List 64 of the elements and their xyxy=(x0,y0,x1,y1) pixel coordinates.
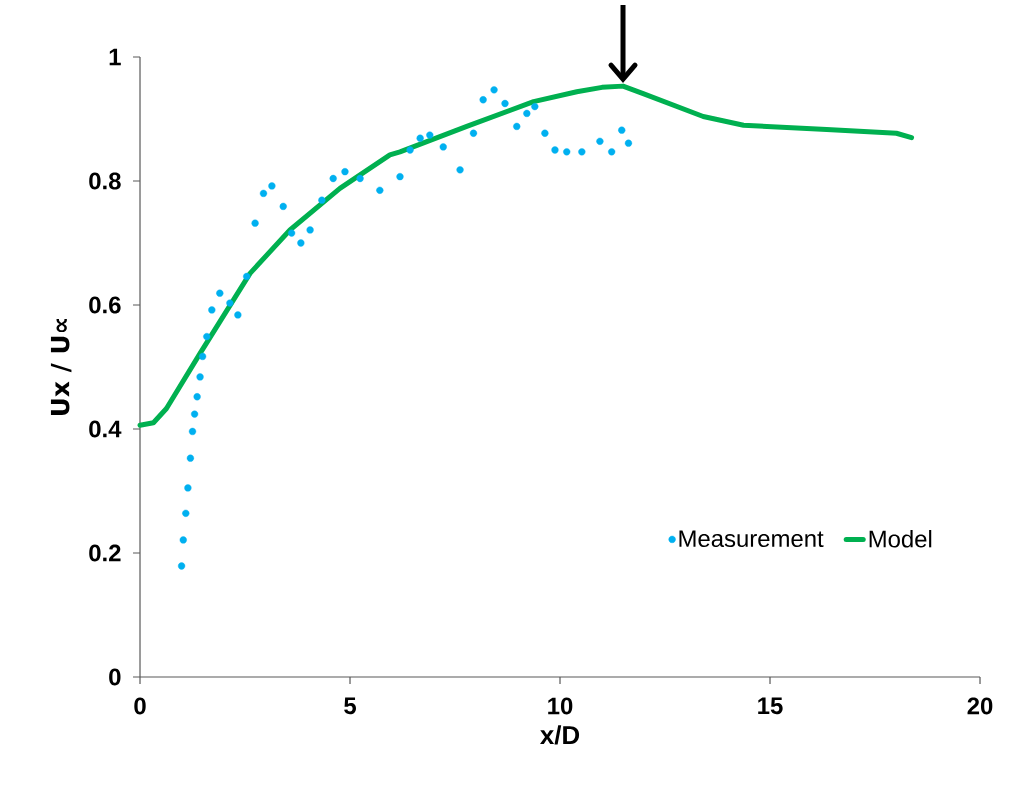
x-tick-label: 20 xyxy=(967,697,993,715)
point xyxy=(216,289,224,297)
point xyxy=(439,143,447,151)
point xyxy=(179,536,187,544)
point xyxy=(279,202,287,210)
point xyxy=(234,311,242,319)
point xyxy=(523,109,531,117)
point xyxy=(184,484,192,492)
y-tick-label: 0.8 xyxy=(89,172,121,190)
point xyxy=(426,131,434,139)
point xyxy=(618,126,626,134)
point xyxy=(456,166,464,174)
point xyxy=(624,139,633,147)
y-tick-label: 0 xyxy=(109,668,121,686)
point xyxy=(501,99,509,108)
point xyxy=(513,122,521,131)
point xyxy=(243,272,251,281)
point xyxy=(306,226,314,234)
y-tick-label: 0.6 xyxy=(89,296,121,314)
point xyxy=(193,393,201,401)
x-tick-label: 10 xyxy=(548,697,573,715)
y-tick-label: 1 xyxy=(109,48,121,66)
point xyxy=(188,427,197,436)
point xyxy=(208,306,216,314)
y-tick-label: 0.2 xyxy=(89,544,121,562)
point xyxy=(297,239,305,247)
point xyxy=(268,182,276,190)
point xyxy=(259,189,268,197)
point xyxy=(551,146,559,154)
point xyxy=(596,137,604,145)
point xyxy=(288,229,296,237)
point xyxy=(356,174,364,183)
point xyxy=(578,148,586,156)
point xyxy=(341,168,349,176)
point xyxy=(541,129,549,137)
y-axis-title: Ux / U∝ xyxy=(50,319,72,416)
point xyxy=(251,219,259,227)
point xyxy=(531,102,539,111)
legend-label: Model xyxy=(869,529,932,548)
x-axis-title: x/D xyxy=(540,725,580,745)
point xyxy=(191,410,199,418)
point xyxy=(563,148,571,156)
legend-label: Measurement xyxy=(679,530,824,548)
point xyxy=(490,86,498,94)
point xyxy=(318,196,326,204)
point xyxy=(406,146,414,154)
x-tick-label: 15 xyxy=(758,697,783,715)
point xyxy=(329,174,337,183)
point xyxy=(186,454,195,462)
point xyxy=(479,96,487,104)
x-tick-label: 5 xyxy=(344,697,356,715)
point xyxy=(226,299,234,307)
point xyxy=(198,352,207,361)
point xyxy=(469,129,478,137)
point xyxy=(177,562,186,570)
point xyxy=(196,373,204,381)
point xyxy=(203,333,211,341)
point xyxy=(396,173,404,181)
point xyxy=(608,148,616,156)
x-tick-label: 0 xyxy=(134,697,146,715)
point xyxy=(182,509,190,517)
point xyxy=(376,186,384,194)
y-tick-label: 0.4 xyxy=(89,420,122,438)
point xyxy=(416,134,424,142)
